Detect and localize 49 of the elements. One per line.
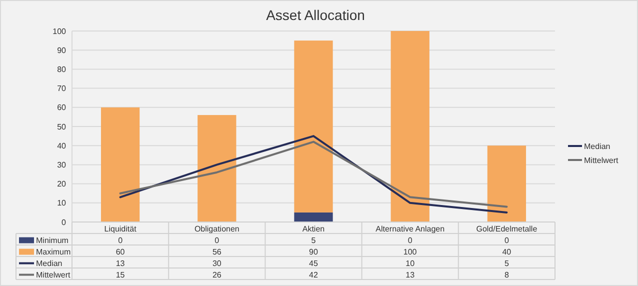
data-label: 42 [309, 270, 318, 280]
x-tick-label: Aktien [302, 224, 325, 234]
text: Mittelwert [36, 270, 70, 280]
data-label: 45 [309, 259, 318, 268]
bar [198, 115, 236, 222]
y-tick-label: 10 [57, 198, 67, 208]
y-tick-label: 30 [57, 160, 67, 170]
text: Median [584, 142, 610, 151]
bar [487, 146, 526, 222]
y-tick-label: 60 [57, 103, 67, 112]
data-label: 5 [311, 236, 316, 246]
data-label: 26 [212, 270, 222, 280]
data-label: 8 [504, 270, 510, 280]
data-label: 13 [116, 259, 126, 268]
data-label: 0 [214, 236, 220, 246]
data-label: 90 [309, 248, 318, 257]
data-label: 0 [408, 236, 413, 246]
bar [294, 40, 333, 212]
data-label: 13 [406, 270, 416, 280]
bar [294, 212, 333, 222]
data-label: 5 [504, 259, 510, 268]
data-label: 0 [504, 236, 510, 246]
x-tick-label: Liquidität [104, 224, 138, 234]
y-tick-label: 90 [57, 46, 67, 55]
y-tick-label: 70 [57, 84, 67, 94]
bar [100, 107, 140, 222]
data-label: 100 [403, 248, 418, 257]
y-tick-label: 0 [62, 218, 67, 227]
data-label: 60 [116, 248, 126, 257]
data-label: 56 [212, 248, 222, 257]
chart-title: Asset Allocation [266, 7, 365, 23]
x-tick-label: Alternative Anlagen [376, 224, 445, 234]
bar [390, 31, 430, 222]
legend-label: Mittelwert [584, 156, 620, 165]
x-tick-label: Obligationen [194, 224, 240, 234]
data-label: 40 [502, 248, 512, 257]
x-tick-label: Gold/Edelmetalle [476, 224, 538, 234]
legend-label: Median [36, 259, 62, 268]
data-label: 15 [116, 270, 126, 280]
y-tick-label: 100 [52, 26, 67, 36]
legend-label: Maximum [36, 248, 72, 257]
legend-label: Minimum [36, 236, 69, 246]
data-label: 0 [118, 236, 124, 246]
data-label: 10 [406, 259, 416, 268]
y-tick-label: 80 [57, 65, 67, 74]
y-tick-label: 50 [57, 122, 67, 132]
data-label: 30 [212, 259, 222, 268]
y-tick-label: 40 [57, 141, 67, 150]
y-tick-label: 20 [57, 180, 67, 189]
